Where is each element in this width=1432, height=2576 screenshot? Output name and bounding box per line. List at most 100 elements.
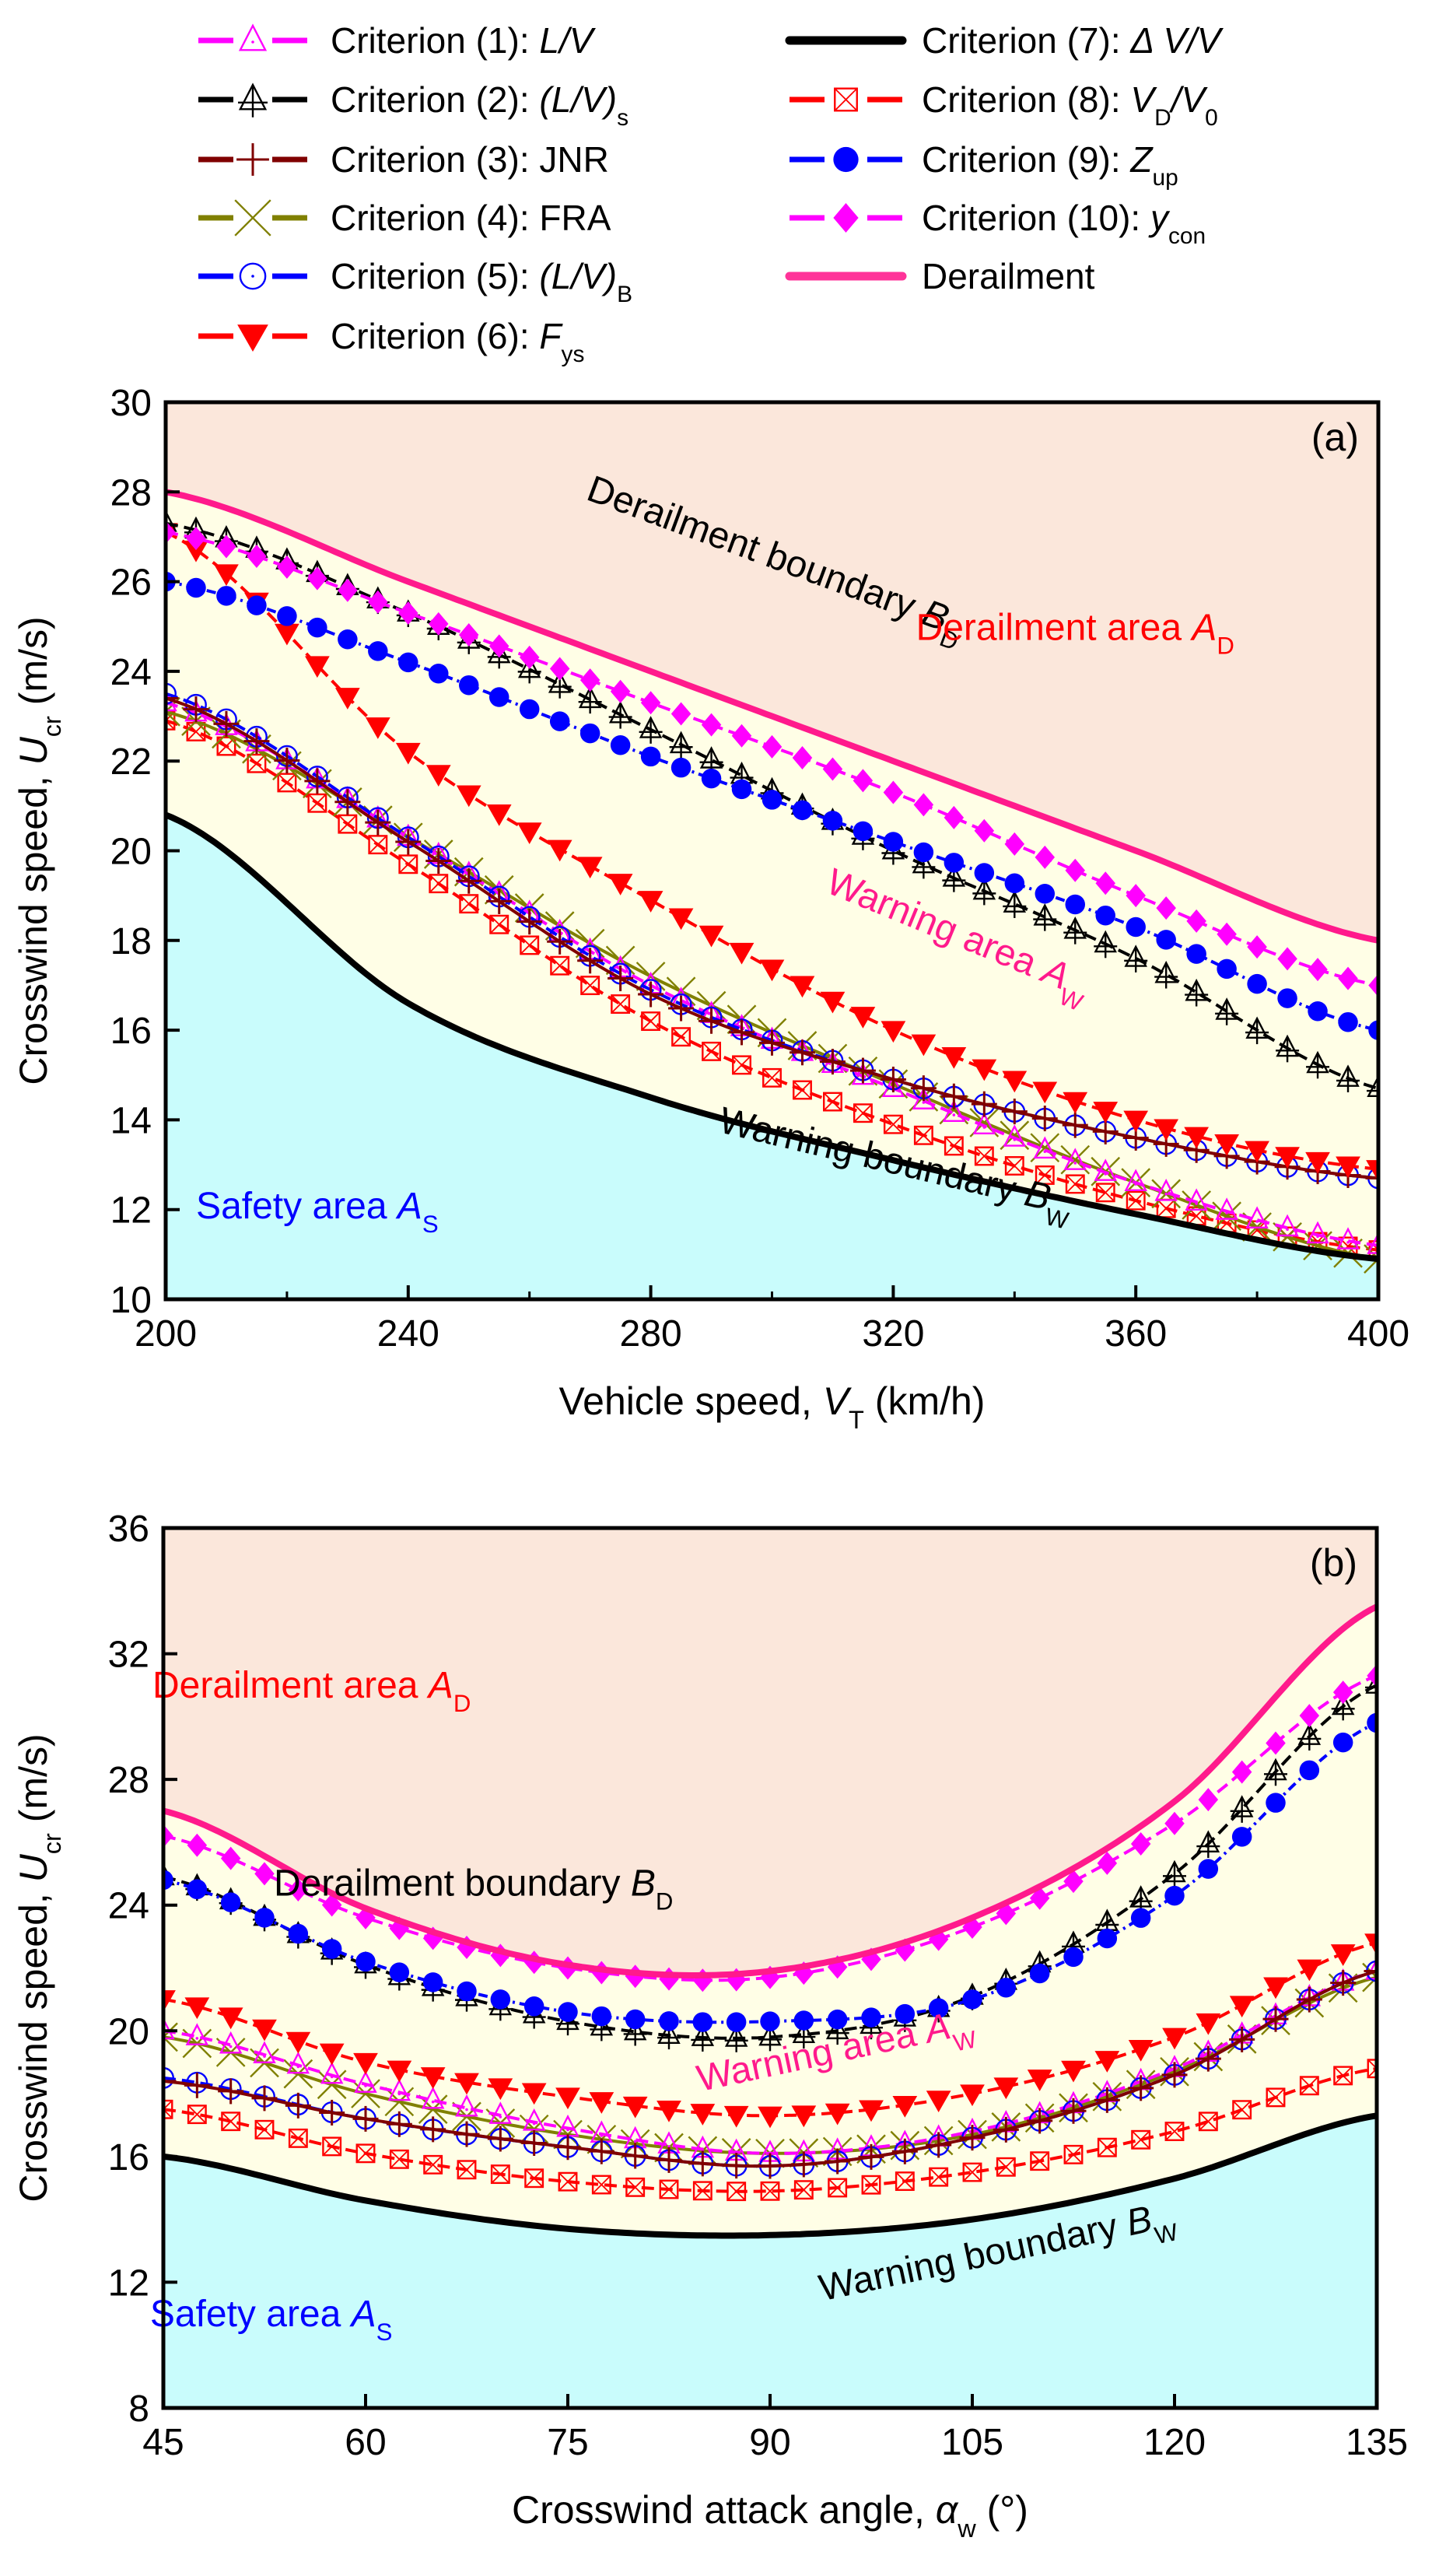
- data-point-c6: [516, 822, 542, 845]
- data-point-c9: [368, 641, 388, 661]
- x-tick-label: 200: [135, 1313, 197, 1355]
- x-tick-label: 240: [377, 1313, 439, 1355]
- data-point-c6: [387, 2060, 412, 2083]
- data-point-c1: [286, 2051, 310, 2074]
- data-point-c8-d2: [187, 2105, 207, 2124]
- data-point-c9: [1231, 1827, 1252, 1847]
- data-point-c6: [1094, 2051, 1120, 2073]
- legend-item-der: Derailment: [785, 256, 1095, 296]
- data-point-c9: [1247, 973, 1267, 994]
- legend-item-c4: Criterion (4): FRA: [198, 198, 611, 238]
- data-point-c9: [187, 1879, 208, 1900]
- data-point-c6: [577, 857, 603, 879]
- data-point-c9: [827, 2009, 848, 2030]
- data-point-c8: [550, 955, 570, 976]
- data-point-c1-dot: [499, 2115, 502, 2119]
- data-point-c1-dot: [263, 2055, 266, 2058]
- data-point-c1: [1154, 1179, 1178, 1201]
- data-point-c1-dot: [1073, 1162, 1077, 1165]
- data-point-c1: [522, 2108, 546, 2131]
- data-point-c8-d2: [278, 773, 296, 792]
- data-point-c1: [354, 2070, 377, 2093]
- data-point-c8-d2: [823, 1092, 842, 1111]
- y-tick-label: 16: [110, 1011, 152, 1052]
- data-point-c6: [941, 1047, 967, 1069]
- legend-label-der: Derailment: [922, 256, 1095, 296]
- data-point-c8: [762, 1067, 782, 1088]
- data-point-c10: [398, 601, 418, 625]
- data-point-c8: [398, 854, 418, 874]
- data-point-c9: [1308, 1001, 1328, 1022]
- data-point-c6: [285, 2031, 311, 2054]
- data-point-c6: [656, 2101, 681, 2122]
- data-point-c8-d2: [625, 2178, 645, 2197]
- data-point-c9: [1095, 905, 1115, 926]
- data-point-c1: [163, 2017, 175, 2040]
- data-point-c9: [1156, 930, 1176, 950]
- data-point-c9: [288, 1923, 309, 1944]
- data-point-c1-dot: [1255, 1220, 1259, 1223]
- data-point-c8-d2: [1131, 2130, 1150, 2150]
- y-tick-label: 8: [128, 2388, 149, 2430]
- data-point-c10: [459, 622, 479, 647]
- data-point-c9: [692, 2012, 713, 2032]
- data-point-c8: [1131, 2129, 1151, 2150]
- data-point-c8-d2: [580, 976, 600, 995]
- x-tick-label: 135: [1346, 2422, 1408, 2463]
- data-point-c9: [1277, 988, 1297, 1008]
- data-point-c8: [1004, 1156, 1024, 1176]
- data-point-c1-dot: [1164, 1192, 1168, 1196]
- annotation-safety-area: Safety area AS: [150, 2294, 393, 2346]
- legend-label-c3: Criterion (3): JNR: [331, 139, 609, 180]
- data-point-c6: [892, 2095, 918, 2118]
- data-point-c9: [625, 2009, 646, 2030]
- data-point-c9: [1338, 1011, 1358, 1032]
- data-point-c6: [622, 2096, 648, 2119]
- data-point-c8: [671, 1027, 691, 1047]
- data-point-c6: [395, 742, 421, 765]
- data-point-c10: [549, 657, 570, 681]
- data-point-c8-d2: [1157, 1199, 1176, 1218]
- data-point-c4-b: [317, 2070, 347, 2100]
- data-point-c1: [387, 2078, 411, 2101]
- data-point-c1: [972, 1112, 996, 1135]
- data-point-c1-dot: [296, 2065, 300, 2069]
- data-point-c9: [1367, 1712, 1377, 1733]
- data-point-c6: [960, 2084, 985, 2107]
- data-point-c8-d2: [390, 2150, 409, 2169]
- data-point-c1: [185, 2023, 209, 2045]
- data-point-c1: [1336, 1227, 1360, 1249]
- data-point-c9: [640, 746, 661, 767]
- data-point-c10: [1063, 1870, 1084, 1894]
- data-point-c8: [1095, 1183, 1115, 1203]
- data-point-c10: [288, 1877, 309, 1901]
- data-point-c1-dot: [1013, 1138, 1017, 1141]
- data-point-c9: [996, 1978, 1017, 1998]
- data-point-c6: [1032, 1081, 1058, 1104]
- y-tick-label: 14: [110, 1100, 152, 1141]
- data-point-c8-d2: [895, 2171, 915, 2191]
- data-point-c9: [523, 1996, 544, 2017]
- data-point-c8-d2: [592, 2175, 611, 2194]
- data-point-c10: [1097, 1851, 1118, 1875]
- derailment-boundary-line: [166, 489, 1378, 944]
- data-point-c8: [524, 2168, 544, 2189]
- data-point-c9: [610, 734, 631, 755]
- data-point-c6: [1184, 1127, 1210, 1149]
- data-point-c4: [166, 710, 180, 727]
- x-tick-label: 90: [749, 2422, 790, 2463]
- data-point-c8: [591, 2175, 611, 2195]
- data-point-c9: [549, 711, 570, 731]
- data-point-c8-d2: [221, 2112, 240, 2131]
- x-tick-label: 360: [1105, 1313, 1167, 1355]
- data-point-c10: [1277, 947, 1297, 971]
- data-point-c4-b: [1182, 1190, 1211, 1220]
- data-point-c1-dot: [982, 1126, 986, 1129]
- data-point-c9: [659, 2011, 679, 2031]
- data-point-c8: [732, 1055, 751, 1075]
- data-point-c4-b: [163, 2022, 178, 2039]
- y-tick-label: 20: [110, 832, 152, 873]
- data-point-c10: [1217, 922, 1237, 946]
- data-point-c1-dot: [1104, 1172, 1108, 1176]
